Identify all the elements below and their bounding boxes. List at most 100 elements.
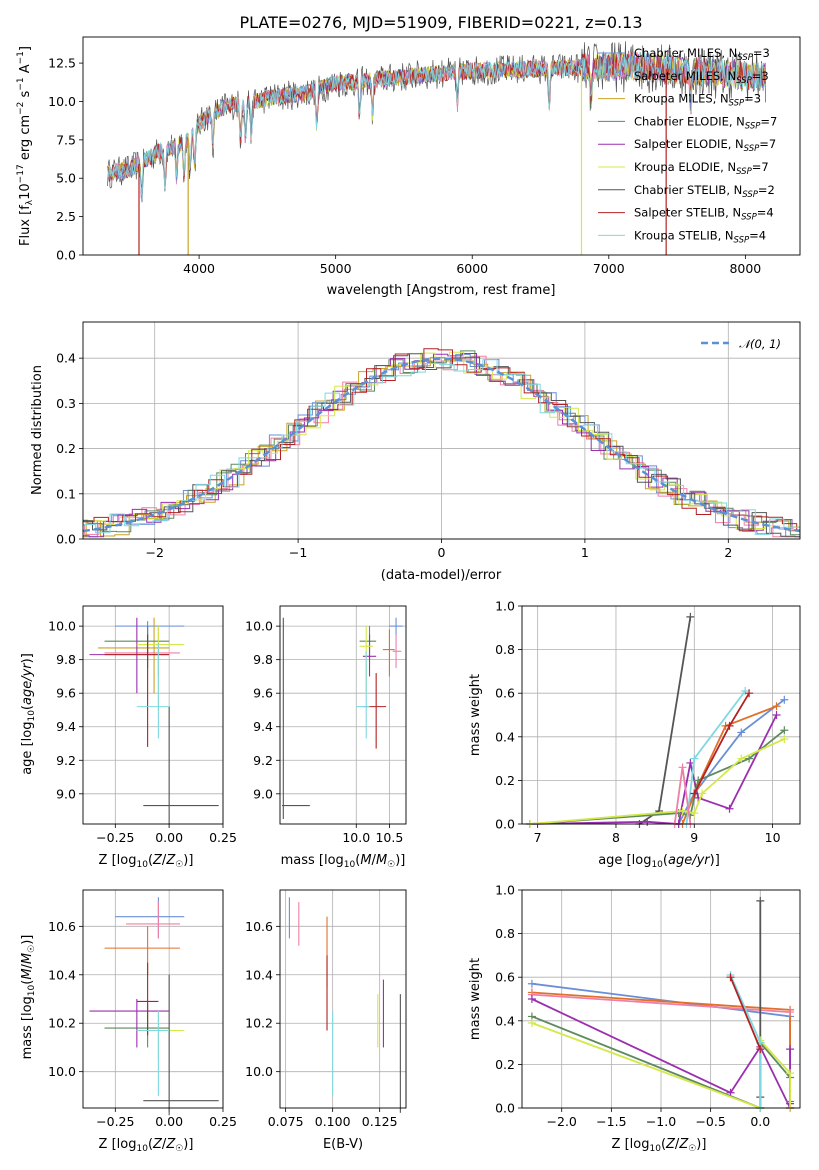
y-tick-label: 9.0 [253, 786, 273, 801]
spectrum-legend-label: Kroupa ELODIE, NSSP=7 [634, 160, 769, 177]
mass-weight-marker [678, 806, 687, 815]
mass-weight-marker [786, 1045, 795, 1054]
y-tick-label: 9.8 [56, 652, 76, 667]
weight-vs-age-xlabel: age [log10(age/yr)] [598, 853, 720, 870]
spectrum-legend-label: Kroupa STELIB, NSSP=4 [634, 228, 766, 245]
residual-xlabel: (data-model)/error [381, 568, 502, 583]
mass-vs-ebv-panel: 0.075 0.100 0.125 10.0 10.2 10.4 10.6 E(B-V) [245, 889, 407, 1152]
mass-weight-marker [690, 754, 699, 763]
x-tick-label: 0.100 [315, 1114, 351, 1129]
x-tick-label: 0.075 [268, 1114, 304, 1129]
normal-reference-curve [82, 357, 801, 533]
weight-vs-age-panel: 7 8 9 10 0.0 0.2 0.4 0.6 0.8 1.0 age [log10(age/y… [468, 599, 801, 870]
mass-weight-marker [737, 754, 746, 763]
x-tick-label: 0.0 [750, 1114, 770, 1129]
mass-weight-marker [686, 612, 695, 621]
mass-weight-marker [745, 689, 754, 698]
y-tick-label: 0.4 [56, 351, 76, 366]
mass-weight-marker [772, 702, 781, 711]
spectrum-xlabel: wavelength [Angstrom, rest frame] [327, 283, 556, 298]
mass-weight-marker [527, 995, 536, 1003]
residual-ylabel: Normed distribution [30, 365, 45, 495]
x-tick-label: −1.0 [646, 1114, 676, 1129]
residual-histogram-series [83, 359, 800, 535]
x-tick-label: 4000 [183, 261, 215, 276]
mass-weight-marker [690, 789, 699, 798]
y-tick-label: 0.0 [56, 248, 76, 263]
y-tick-label: 9.4 [253, 719, 273, 734]
residual-histogram-series [83, 353, 800, 538]
mass-weight-series-line [529, 729, 785, 825]
y-tick-label: 10.6 [48, 919, 76, 934]
spectrum-series-line [107, 52, 766, 188]
x-tick-label: 0.00 [155, 1114, 183, 1129]
mass-weight-marker [780, 695, 789, 704]
y-tick-label: 7.5 [56, 132, 76, 147]
x-tick-label: 0 [438, 545, 446, 560]
mass-weight-series-line [693, 692, 750, 794]
age-vs-z-xlabel: Z [log10(Z/Z☉)] [99, 853, 194, 870]
mass-vs-z-ylabel: mass [log10(M/M☉)] [20, 935, 37, 1060]
mass-vs-ebv-plot-area: 0.075 0.100 0.125 10.0 10.2 10.4 10.6 [245, 889, 407, 1129]
x-tick-label: 0.125 [362, 1114, 398, 1129]
mass-weight-marker [698, 789, 707, 798]
mass-weight-marker [643, 817, 652, 826]
weight-vs-age-plot-area: 7 8 9 10 0.0 0.2 0.4 0.6 0.8 1.0 [495, 599, 801, 845]
axes-frame [279, 889, 407, 1109]
x-tick-label: 1 [581, 545, 589, 560]
x-tick-label: 7 [534, 830, 542, 845]
mass-weight-series-line [531, 993, 791, 1013]
mass-weight-marker [725, 721, 734, 730]
x-tick-label: −1.5 [596, 1114, 626, 1129]
x-tick-label: 2 [724, 545, 732, 560]
axes-frame [521, 605, 801, 825]
mass-weight-series-line [729, 974, 762, 1108]
mass-weight-marker [737, 728, 746, 737]
y-tick-label: 0.6 [495, 686, 515, 701]
residual-panel: −2 −1 0 1 2 0.0 0.1 0.2 0.3 0.4 𝒩(0, 1) (data-mode… [30, 321, 801, 583]
y-tick-label: 0.0 [495, 1101, 515, 1116]
mass-weight-series-line [681, 705, 777, 825]
residual-histogram-series [83, 348, 800, 532]
mass-weight-marker [786, 1069, 795, 1078]
spectrum-plot-area: 4000 5000 6000 7000 8000 0.0 2.5 5.0 7.5 10.0 12.5… [48, 36, 801, 276]
residual-legend-label: 𝒩(0, 1) [739, 337, 781, 351]
mass-vs-ebv-xlabel: E(B-V) [323, 1137, 363, 1152]
y-tick-label: 1.0 [495, 599, 515, 614]
y-tick-label: 10.0 [48, 619, 76, 634]
y-tick-label: 10.0 [48, 1064, 76, 1079]
x-tick-label: −0.25 [96, 1114, 134, 1129]
residual-plot-area: −2 −1 0 1 2 0.0 0.1 0.2 0.3 0.4 𝒩(0, 1) [56, 321, 801, 560]
y-tick-label: 10.0 [245, 619, 273, 634]
mass-weight-marker [678, 763, 687, 772]
y-tick-label: 9.8 [253, 652, 273, 667]
y-tick-label: 10.0 [48, 94, 76, 109]
mass-vs-z-panel: −0.25 0.00 0.25 10.0 10.2 10.4 10.6 Z [log10(Z… [20, 889, 237, 1154]
x-tick-label: −2.0 [547, 1114, 577, 1129]
x-tick-label: 8 [612, 830, 620, 845]
y-tick-label: 9.2 [253, 753, 273, 768]
y-tick-label: 0.2 [495, 773, 515, 788]
x-tick-label: 5000 [320, 261, 352, 276]
spectrum-panel: PLATE=0276, MJD=51909, FIBERID=0221, z=0… [16, 13, 801, 298]
mass-weight-marker [726, 973, 735, 982]
mass-weight-marker [527, 979, 536, 988]
y-tick-label: 10.2 [245, 1016, 273, 1031]
spectrum-ylabel: Flux [fλ10−17 erg cm−2 s−1 A−1] [16, 46, 35, 246]
weight-vs-z-plot-area: −2.0 −1.5 −1.0 −0.5 0.0 0.0 0.2 0.4 0.6 0.8 1.0 [495, 883, 801, 1129]
spectrum-legend-label: Chabrier MILES, NSSP=3 [634, 46, 770, 63]
y-tick-label: 0.4 [495, 1013, 515, 1028]
y-tick-label: 0.8 [495, 642, 515, 657]
y-tick-label: 9.6 [56, 686, 76, 701]
y-tick-label: 1.0 [495, 883, 515, 898]
y-tick-label: 0.4 [495, 729, 515, 744]
y-tick-label: 9.0 [56, 786, 76, 801]
spectrum-legend-label: Salpeter ELODIE, NSSP=7 [634, 137, 776, 154]
y-tick-label: 0.2 [56, 441, 76, 456]
spectrum-legend-label: Chabrier ELODIE, NSSP=7 [634, 114, 777, 131]
mass-weight-series-line [729, 976, 762, 1050]
spectrum-legend-label: Chabrier STELIB, NSSP=2 [634, 183, 775, 200]
y-tick-label: 5.0 [56, 171, 76, 186]
weight-vs-z-panel: −2.0 −1.5 −1.0 −0.5 0.0 0.0 0.2 0.4 0.6 0.8 1.0 Z … [468, 883, 801, 1154]
